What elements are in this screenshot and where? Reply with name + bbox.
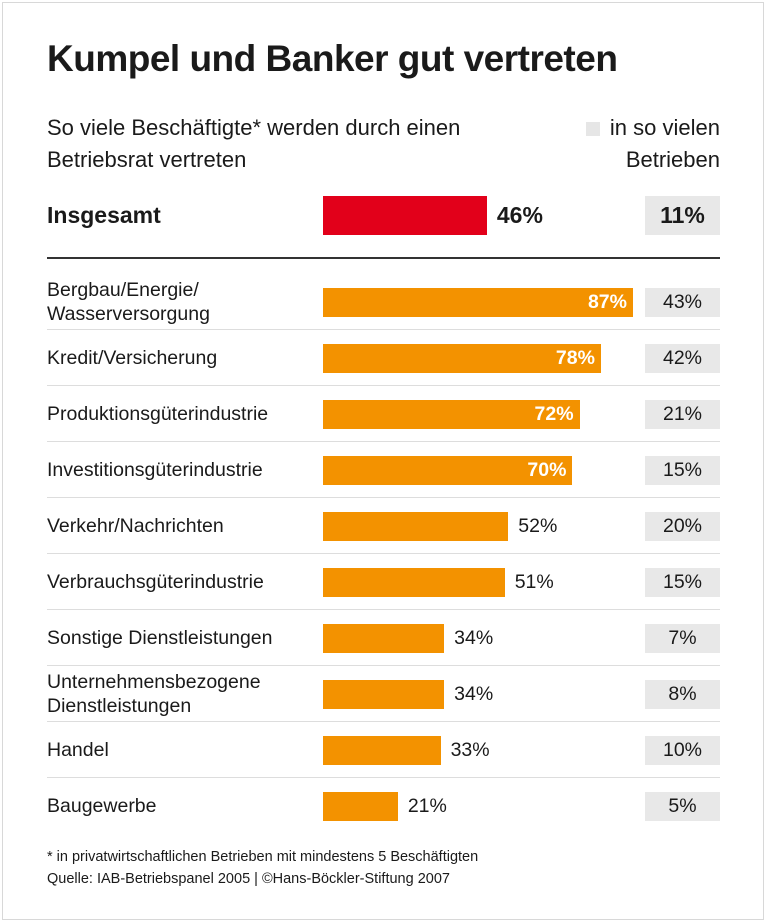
bar-row: Produktionsgüterindustrie 72% 21% [47,386,720,442]
betriebe-box: 20% [645,512,720,541]
bar [323,736,441,765]
row-separator [47,385,720,386]
category-label: Kredit/Versicherung [47,347,218,369]
bar-value-label: 70% [527,459,567,481]
bar-row: Baugewerbe 21% 5% [47,778,720,834]
category-label: Verbrauchsgüterindustrie [47,571,264,593]
total-label: Insgesamt [47,202,161,228]
row-separator [47,329,720,330]
category-label: Baugewerbe [47,795,157,817]
bar-value-label: 78% [555,347,595,369]
category-label: Sonstige Dienstleistungen [47,627,273,649]
row-separator [47,721,720,722]
betriebe-box: 21% [645,400,720,429]
category-label: Produktionsgüterindustrie [47,403,269,425]
bar-row: Investitionsgüterindustrie 70% 15% [47,442,720,498]
footnote: * in privatwirtschaftlichen Betrieben mi… [47,849,479,865]
bar [323,400,580,429]
total-value-label: 46% [496,202,543,228]
row-separator [47,777,720,778]
bar-row: Unternehmensbezogene Dienstleistungen 34% 8… [47,666,720,722]
total-bar [323,196,487,235]
row-separator [47,497,720,498]
bar [323,288,633,317]
bar-row: Handel 33% 10% [47,722,720,778]
bar [323,568,505,597]
source: Quelle: IAB-Betriebspanel 2005 | ©Hans-B… [47,871,450,887]
row-separator [47,665,720,666]
bar-row: Verbrauchsgüterindustrie 51% 15% [47,554,720,610]
betriebe-box: 15% [645,568,720,597]
bar [323,344,601,373]
betriebe-box: 7% [645,624,720,653]
row-separator [47,609,720,610]
bar-value-label: 52% [518,515,558,537]
bar-row: Sonstige Dienstleistungen 34% 7% [47,610,720,666]
bar-value-label: 87% [587,291,627,313]
chart-subtitle: So viele Beschäftigte* werden durch eine… [47,115,461,172]
footer: * in privatwirtschaftlichen Betrieben mi… [47,846,478,890]
category-label: Verkehr/Nachrichten [47,515,224,537]
bar [323,512,509,541]
betriebe-box: 8% [645,680,720,709]
bar [323,680,445,709]
bar-value-label: 33% [450,739,490,761]
total-betriebe-box: 11% [645,196,720,235]
bar [323,792,398,821]
row-separator [47,441,720,442]
betriebe-box: 42% [645,344,720,373]
category-label: Bergbau/Energie/Wasserversorgung [47,279,210,325]
bar-row: Verkehr/Nachrichten 52% 20% [47,498,720,554]
bar-value-label: 34% [454,683,494,705]
bar [323,456,573,485]
bar-value-label: 51% [514,571,554,593]
bar-row: Bergbau/Energie/Wasserversorgung 87% 43% [47,274,720,330]
betriebe-box: 10% [645,736,720,765]
betriebe-box: 5% [645,792,720,821]
category-label: Unternehmensbezogene Dienstleistungen [47,671,261,717]
legend-swatch [585,122,600,136]
legend-text: in so vielen Betrieben [609,115,720,172]
betriebe-box: 43% [645,288,720,317]
divider [47,257,720,259]
betriebe-box: 15% [645,456,720,485]
bar-value-label: 72% [534,403,574,425]
legend-betriebe: in so vielen Betrieben [540,112,720,176]
chart-title: Kumpel und Banker gut vertreten [47,38,618,79]
bar-value-label: 34% [454,627,494,649]
category-label: Investitionsgüterindustrie [47,459,263,481]
category-label: Handel [47,739,109,761]
bar-value-label: 21% [407,795,447,817]
row-separator [47,553,720,554]
bar-row: Kredit/Versicherung 78% 42% [47,330,720,386]
bar [323,624,445,653]
